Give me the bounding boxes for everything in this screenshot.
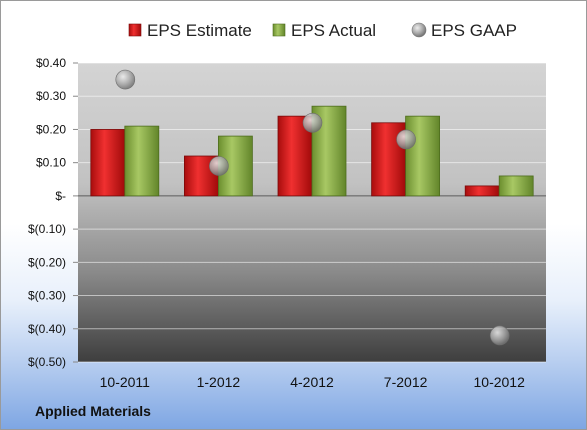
eps-estimate-bar-10-2012 — [464, 185, 500, 197]
y-tick-label: $(0.30) — [28, 289, 66, 303]
legend: EPS Estimate EPS Actual EPS GAAP — [128, 21, 517, 40]
eps-estimate-legend-label: EPS Estimate — [147, 21, 252, 40]
x-axis: 10-2011 1-2012 4-2012 7-2012 10-2012 — [100, 374, 525, 390]
gaap-markers — [115, 69, 510, 346]
eps-gaap-marker-4-2012 — [302, 113, 323, 133]
eps-gaap-legend-label: EPS GAAP — [431, 21, 517, 40]
y-tick-label: $- — [55, 189, 66, 203]
y-axis: $0.40 $0.30 $0.20 $0.10 $- $(0.10) $(0.20) $(0.… — [28, 56, 78, 369]
y-tick-label: $(0.40) — [28, 322, 66, 336]
y-tick-label: $0.40 — [36, 56, 66, 70]
x-tick-label: 10-2012 — [474, 374, 526, 390]
eps-gaap-marker-1-2012 — [209, 156, 229, 176]
x-tick-label: 7-2012 — [384, 374, 428, 390]
x-tick-label: 10-2011 — [100, 374, 151, 390]
eps-estimate-legend-swatch — [128, 23, 142, 37]
eps-gaap-marker-7-2012 — [396, 129, 416, 150]
eps-actual-legend-label: EPS Actual — [291, 21, 376, 40]
x-tick-label: 1-2012 — [197, 374, 241, 390]
eps-actual-bar-7-2012 — [405, 115, 441, 197]
y-tick-label: $0.20 — [36, 122, 66, 136]
company-label: Applied Materials — [35, 403, 151, 419]
eps-gaap-legend-swatch — [411, 22, 427, 38]
y-tick-label: $(0.20) — [28, 255, 66, 269]
y-tick-label: $0.30 — [36, 89, 66, 103]
eps-gaap-marker-10-2012 — [489, 325, 510, 346]
eps-actual-legend-swatch — [272, 23, 286, 37]
eps-gaap-marker-10-2011 — [115, 69, 136, 90]
y-tick-label: $0.10 — [36, 156, 66, 170]
x-tick-label: 4-2012 — [290, 374, 334, 390]
eps-estimate-bar-10-2011 — [90, 129, 126, 197]
bars — [90, 105, 534, 197]
y-tick-label: $(0.50) — [28, 355, 66, 369]
eps-actual-bar-10-2012 — [498, 175, 534, 197]
y-tick-label: $(0.10) — [28, 222, 66, 236]
eps-actual-bar-10-2011 — [124, 125, 160, 197]
